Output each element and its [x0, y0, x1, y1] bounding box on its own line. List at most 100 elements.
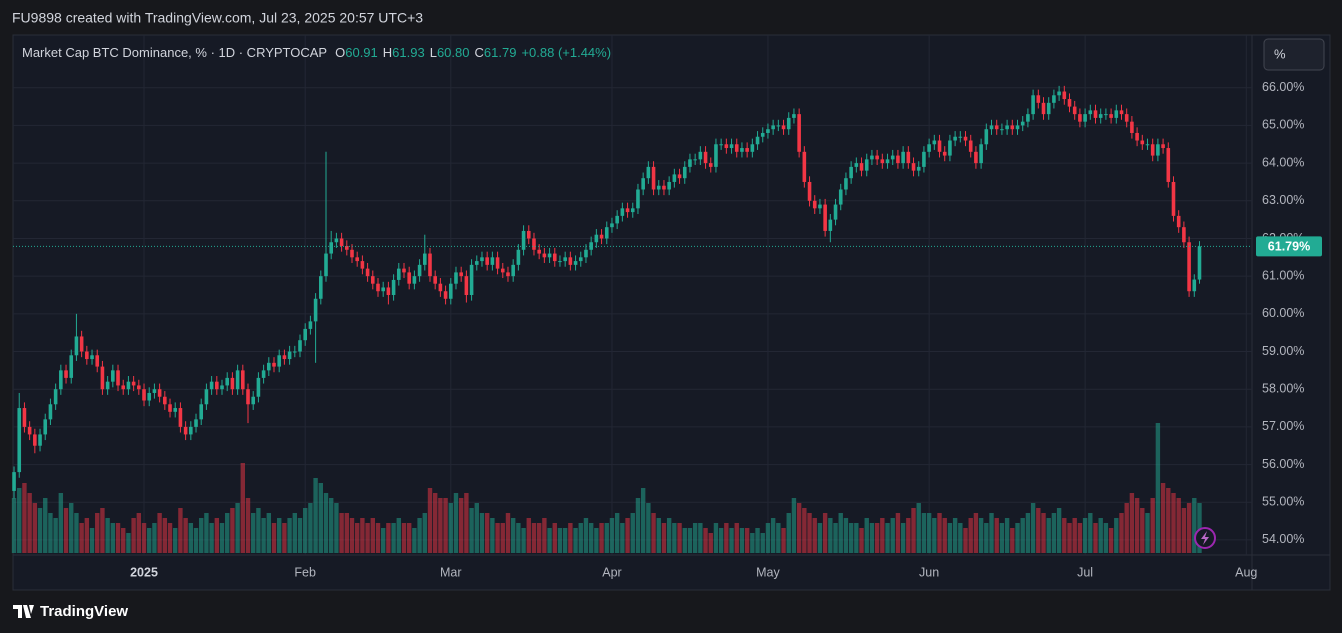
candle-body [495, 257, 500, 269]
candle-body [386, 287, 391, 295]
volume-bar [308, 503, 313, 553]
y-tick-label: 61.00% [1262, 268, 1304, 282]
volume-bar [43, 498, 48, 553]
y-tick-label: 56.00% [1262, 457, 1304, 471]
alert-icon[interactable] [1194, 527, 1216, 549]
y-tick-label: 65.00% [1262, 118, 1304, 132]
candle-body [615, 215, 619, 224]
candle-body [682, 166, 687, 179]
candle-body [1140, 140, 1145, 145]
volume-bar [755, 528, 760, 553]
volume-bar [1093, 523, 1098, 553]
volume-bar [599, 523, 604, 553]
volume-bar [1124, 503, 1129, 553]
volume-bar [375, 523, 381, 553]
candle-body [365, 268, 370, 277]
scale-button[interactable]: % [1274, 46, 1286, 61]
candle-body [209, 381, 214, 390]
volume-bar [999, 523, 1005, 553]
volume-bar [1077, 523, 1083, 553]
volume-bar [1160, 483, 1166, 553]
volume-bar [479, 513, 485, 553]
candle-body [942, 151, 947, 156]
volume-bar [947, 523, 953, 553]
candle-body [740, 148, 744, 152]
volume-bar [692, 523, 698, 553]
volume-bar [1192, 498, 1197, 553]
volume-bar [1082, 518, 1088, 553]
volume-bar [266, 513, 272, 553]
candle-body [896, 155, 900, 164]
volume-bar [245, 498, 251, 553]
candle-body [506, 272, 510, 277]
volume-bar [1186, 503, 1192, 553]
volume-bar [885, 523, 890, 553]
volume-bar [287, 518, 292, 553]
volume-bar [240, 463, 246, 553]
legend-title: Market Cap BTC Dominance, % · 1D · CRYPT… [22, 45, 327, 60]
volume-bar [370, 518, 375, 553]
y-tick-label: 66.00% [1262, 80, 1304, 94]
candle-body [755, 136, 760, 145]
scale-button-box[interactable] [1263, 38, 1325, 71]
volume-bar [32, 503, 38, 553]
volume-bar [162, 518, 168, 553]
volume-bar [277, 518, 282, 553]
candle-body [59, 370, 63, 390]
volume-bar [89, 528, 95, 553]
volume-bar [656, 518, 661, 553]
candle-body [641, 178, 645, 190]
legend-key: O [335, 45, 345, 60]
candle-body [116, 370, 120, 386]
candle-body [511, 264, 515, 277]
candle-body [324, 253, 328, 277]
candle-body [22, 408, 27, 427]
candle-body [714, 144, 718, 167]
volume-bar [105, 518, 110, 553]
candle-body [734, 144, 739, 152]
candle-body [890, 155, 895, 160]
candle-body [95, 355, 100, 367]
candle-body [85, 351, 89, 360]
candle-body [610, 223, 614, 228]
candle-body [308, 321, 313, 329]
volume-bar [807, 513, 812, 553]
candle-body [391, 279, 396, 295]
candle-body [1166, 148, 1171, 182]
candle-body [807, 181, 812, 201]
volume-bar [225, 513, 230, 553]
axes: 54.00% 55.00% 56.00% 57.00% 58.00% 59.00% 60.0… [13, 80, 1322, 579]
volume-bar [724, 523, 729, 553]
volume-bar [251, 513, 256, 553]
candle-body [521, 230, 526, 250]
volume-bar [557, 528, 563, 553]
candle-body [948, 140, 952, 156]
candle-body [1150, 144, 1155, 156]
chart-pane [12, 34, 1331, 591]
candle-body [282, 355, 287, 360]
candle-body [1182, 227, 1186, 243]
candle-body [1031, 95, 1035, 115]
volume-bar [328, 498, 334, 553]
candle-body [1171, 181, 1176, 216]
candle-body [157, 389, 162, 397]
candle-body [376, 283, 380, 292]
volume-bar [131, 518, 136, 553]
volume-bar [11, 498, 17, 553]
volume-layer [11, 423, 1202, 553]
volume-bar [318, 483, 324, 553]
volume-bar [573, 528, 578, 553]
header-text: FU9898 created with TradingView.com, Jul… [12, 10, 423, 26]
candle-body [121, 385, 126, 390]
volume-bar [760, 533, 765, 553]
candle-body [69, 355, 74, 378]
candle-body [828, 219, 833, 231]
candle-body [667, 181, 671, 190]
volume-bar [84, 518, 90, 553]
volume-bar [1166, 488, 1171, 553]
volume-bar [344, 513, 349, 553]
volume-bar [1098, 518, 1103, 553]
candle-body [875, 155, 879, 160]
legend-value: 61.79 [484, 45, 517, 60]
